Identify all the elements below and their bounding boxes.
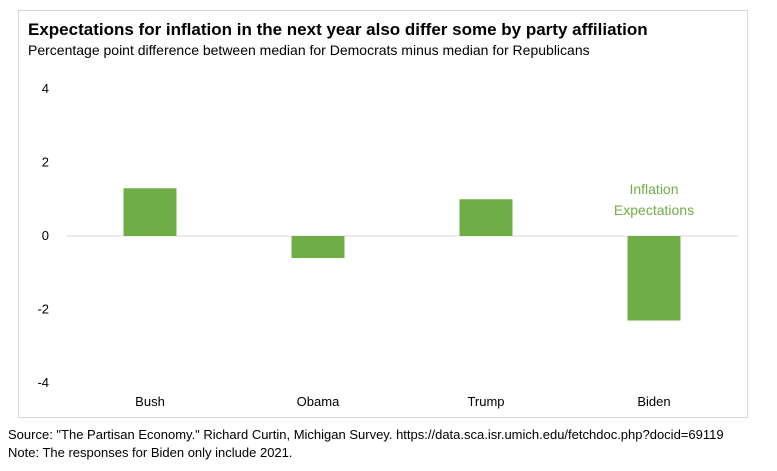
legend-label: Expectations [614,202,694,218]
bar-chart: 4 2 0 -2 -4 Bush Obama Trump Biden Inflation Exp… [37,81,738,409]
y-tick-label: 2 [42,155,49,170]
x-tick-label: Biden [637,394,670,409]
y-tick-label: -4 [37,375,49,390]
bar-bush [123,188,177,236]
legend-label: Inflation [629,181,678,197]
x-axis-ticks: Bush Obama Trump Biden [135,394,670,409]
bar-biden [627,236,681,321]
bar-obama [291,236,345,259]
y-tick-label: 4 [42,81,49,96]
bars [123,188,681,321]
y-axis-ticks: 4 2 0 -2 -4 [37,81,49,390]
y-tick-label: -2 [37,302,49,317]
legend: Inflation Expectations [614,181,694,218]
source-note: Source: "The Partisan Economy." Richard … [8,427,724,442]
x-tick-label: Trump [467,394,504,409]
x-tick-label: Obama [297,394,340,409]
x-tick-label: Bush [135,394,165,409]
chart-subtitle: Percentage point difference between medi… [28,42,590,58]
chart-title: Expectations for inflation in the next y… [28,20,648,39]
footnote: Note: The responses for Biden only inclu… [8,445,293,460]
y-tick-label: 0 [42,228,49,243]
bar-trump [459,199,513,236]
